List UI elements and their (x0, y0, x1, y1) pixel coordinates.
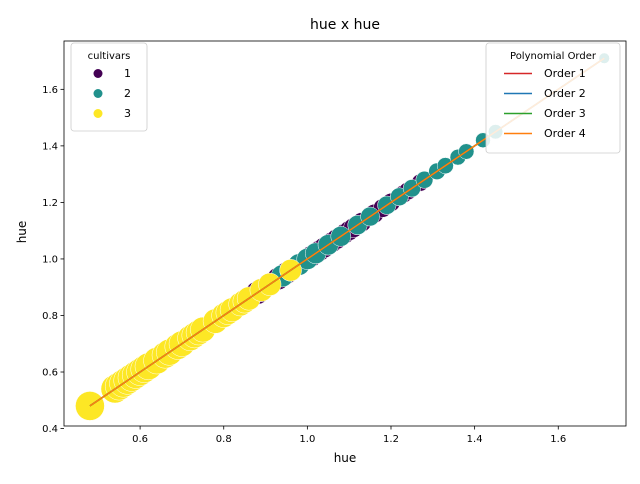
legend-cultivars-title: cultivars (88, 51, 131, 62)
x-tick-label: 1.0 (299, 434, 315, 445)
y-tick-label: 0.4 (42, 424, 58, 435)
legend-cultivars-frame (70, 42, 148, 132)
legend-polynomial-order: Polynomial Order Order 1 Order 2 Order 3 Ord… (485, 42, 621, 154)
legend-order-label: Order 3 (544, 107, 586, 120)
legend-cultivar-label: 2 (124, 87, 131, 100)
axes: 0.6 0.8 1.0 1.2 1.4 1.6 0.4 0.6 0.8 1.0 1.2 1.4 1.6 (42, 40, 627, 445)
legend-cultivar-marker (93, 89, 103, 98)
x-tick-label: 1.2 (383, 434, 399, 445)
legend-cultivar-label: 3 (124, 107, 131, 120)
x-tick-label: 0.6 (132, 434, 148, 445)
y-tick-label: 0.8 (42, 311, 58, 322)
x-tick-label: 1.4 (467, 434, 483, 445)
y-tick-label: 1.4 (42, 141, 58, 152)
legend-order-title: Polynomial Order (510, 51, 597, 62)
legend-cultivars: cultivars 1 2 3 (70, 42, 148, 132)
y-tick-label: 1.2 (42, 198, 58, 209)
chart-title: hue x hue (310, 17, 380, 33)
y-tick-label: 1.6 (42, 85, 58, 96)
x-tick-label: 0.8 (216, 434, 232, 445)
axes-frame (63, 40, 627, 427)
y-tick-label: 0.6 (42, 368, 58, 379)
y-tick-label: 1.0 (42, 254, 58, 265)
legend-order-frame (485, 42, 621, 154)
legend-order-label: Order 4 (544, 127, 586, 140)
legend-order-label: Order 1 (544, 67, 586, 80)
legend-order-label: Order 2 (544, 87, 586, 100)
legend-cultivar-marker (93, 69, 103, 78)
legend-cultivar-marker (93, 109, 103, 118)
y-axis-label: hue (15, 221, 29, 244)
x-tick-label: 1.6 (550, 434, 566, 445)
legend-cultivar-label: 1 (124, 67, 131, 80)
x-axis-label: hue (334, 451, 357, 465)
